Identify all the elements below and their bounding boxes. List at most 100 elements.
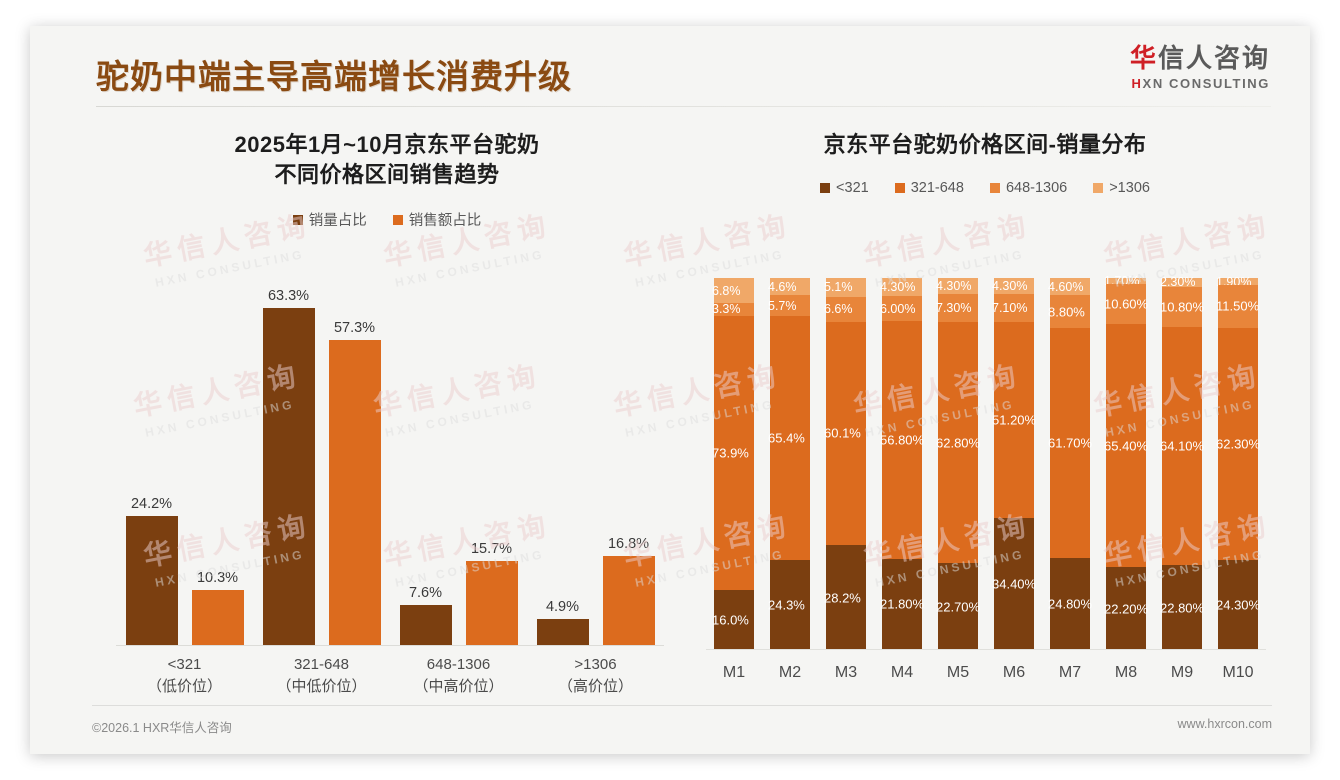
- stacked-segment[interactable]: 6.6%: [824, 296, 866, 322]
- stacked-segment[interactable]: 4.6%: [768, 278, 810, 296]
- stacked-bar-column[interactable]: 1.90% 11.50% 62.30% 24.30%: [1210, 275, 1266, 650]
- bar[interactable]: [262, 308, 315, 645]
- stacked-segment[interactable]: 28.2%: [824, 545, 866, 650]
- stacked-bar-column[interactable]: 4.30% 7.10% 51.20% 34.40%: [986, 278, 1042, 650]
- stacked-bar[interactable]: 4.6% 5.7% 65.4% 24.3%: [768, 278, 810, 650]
- stacked-segment[interactable]: 10.80%: [1160, 286, 1204, 327]
- bar[interactable]: [602, 555, 655, 645]
- stacked-segment[interactable]: 4.30%: [992, 278, 1034, 295]
- stacked-segment[interactable]: 7.30%: [936, 294, 978, 323]
- stacked-bar[interactable]: 6.8% 3.3% 73.9% 16.0%: [712, 278, 754, 650]
- stacked-segment[interactable]: 1.90%: [1216, 275, 1258, 289]
- segment-value-label: 24.80%: [1048, 596, 1093, 612]
- stacked-segment[interactable]: 22.70%: [936, 563, 981, 650]
- segment-value-label: 22.70%: [936, 599, 981, 615]
- stacked-segment[interactable]: 21.80%: [880, 558, 924, 650]
- stacked-segment[interactable]: 22.80%: [1160, 565, 1205, 650]
- left-chart-legend-item[interactable]: 销售额占比: [392, 209, 481, 230]
- stacked-segment[interactable]: 11.50%: [1216, 285, 1259, 328]
- bar-group: 63.3% 57.3%: [253, 284, 390, 645]
- stacked-segment[interactable]: 24.3%: [768, 559, 810, 650]
- stacked-bar[interactable]: 5.1% 6.6% 60.1% 28.2%: [824, 278, 866, 650]
- stacked-segment[interactable]: 6.00%: [880, 296, 922, 322]
- stacked-bar-column[interactable]: 1.70% 10.60% 65.40% 22.20%: [1098, 274, 1154, 650]
- stacked-bar-column[interactable]: 4.6% 5.7% 65.4% 24.3%: [762, 278, 818, 650]
- stacked-segment[interactable]: 5.1%: [824, 278, 866, 297]
- bar-column[interactable]: 15.7%: [465, 284, 518, 645]
- stacked-segment[interactable]: 2.30%: [1160, 275, 1202, 289]
- bar[interactable]: [125, 516, 178, 645]
- stacked-bar[interactable]: 1.90% 11.50% 62.30% 24.30%: [1216, 275, 1261, 650]
- right-chart-legend-item[interactable]: <321: [820, 180, 869, 196]
- stacked-segment[interactable]: 65.4%: [768, 316, 810, 560]
- stacked-segment[interactable]: 4.60%: [1048, 278, 1090, 296]
- stacked-segment[interactable]: 60.1%: [824, 321, 866, 546]
- stacked-segment[interactable]: 6.8%: [712, 278, 754, 304]
- stacked-bar[interactable]: 1.70% 10.60% 65.40% 22.20%: [1104, 274, 1149, 650]
- stacked-segment[interactable]: 16.0%: [712, 590, 754, 650]
- stacked-segment[interactable]: 62.30%: [1216, 327, 1260, 560]
- segment-value-label: 65.40%: [1104, 438, 1149, 454]
- stacked-segment[interactable]: 24.30%: [1216, 559, 1261, 650]
- stacked-segment[interactable]: 73.9%: [712, 315, 754, 591]
- logo-cn-rest: 信人咨询: [1157, 43, 1270, 73]
- segment-value-label: 73.9%: [712, 445, 749, 461]
- stacked-segment[interactable]: 34.40%: [992, 518, 1036, 650]
- stacked-bar[interactable]: 4.30% 6.00% 56.80% 21.80%: [880, 278, 924, 650]
- x-axis-label-tier: （中低价位）: [276, 677, 367, 695]
- legend-label: >1306: [1109, 179, 1150, 196]
- footer-divider: [92, 705, 1272, 706]
- bar-column[interactable]: 16.8%: [602, 284, 655, 645]
- stacked-bar-column[interactable]: 6.8% 3.3% 73.9% 16.0%: [706, 278, 762, 650]
- stacked-segment[interactable]: 61.70%: [1048, 327, 1092, 558]
- segment-value-label: 22.80%: [1160, 600, 1205, 616]
- bar-column[interactable]: 63.3%: [262, 284, 315, 645]
- bar-column[interactable]: 10.3%: [191, 284, 244, 645]
- bar[interactable]: [328, 339, 381, 645]
- stacked-segment[interactable]: 3.3%: [712, 302, 754, 316]
- stacked-bar-column[interactable]: 5.1% 6.6% 60.1% 28.2%: [818, 278, 874, 650]
- stacked-bar[interactable]: 4.30% 7.10% 51.20% 34.40%: [992, 278, 1036, 650]
- stacked-segment[interactable]: 5.7%: [768, 295, 810, 317]
- segment-value-label: 6.8%: [712, 283, 741, 298]
- bar[interactable]: [191, 590, 244, 645]
- stacked-bar[interactable]: 2.30% 10.80% 64.10% 22.80%: [1160, 275, 1205, 650]
- stacked-segment[interactable]: 56.80%: [880, 321, 924, 559]
- stacked-bar[interactable]: 4.30% 7.30% 62.80% 22.70%: [936, 278, 981, 650]
- stacked-segment[interactable]: 62.80%: [936, 322, 980, 564]
- left-chart-legend-item[interactable]: 销量占比: [292, 209, 367, 230]
- stacked-segment[interactable]: 24.80%: [1048, 557, 1093, 650]
- bar-column[interactable]: 57.3%: [328, 284, 381, 645]
- stacked-segment[interactable]: 4.30%: [936, 278, 978, 295]
- bar-value-label: 15.7%: [470, 541, 513, 558]
- stacked-segment[interactable]: 22.20%: [1104, 567, 1148, 650]
- bar-column[interactable]: 4.9%: [536, 284, 589, 645]
- bar[interactable]: [536, 618, 589, 645]
- bar-column[interactable]: 7.6%: [399, 284, 452, 645]
- website-link[interactable]: www.hxrcon.com: [1177, 717, 1272, 731]
- right-chart-legend-item[interactable]: 648-1306: [989, 180, 1067, 196]
- stacked-bar[interactable]: 4.60% 8.80% 61.70% 24.80%: [1048, 278, 1093, 650]
- stacked-bar-column[interactable]: 4.30% 7.30% 62.80% 22.70%: [930, 278, 986, 650]
- bar-column[interactable]: 24.2%: [125, 284, 178, 645]
- stacked-segment[interactable]: 10.60%: [1104, 284, 1149, 324]
- stacked-bar-column[interactable]: 4.30% 6.00% 56.80% 21.80%: [874, 278, 930, 650]
- right-chart-axis: [706, 649, 1266, 650]
- stacked-segment[interactable]: 64.10%: [1160, 326, 1204, 566]
- stacked-bar-column[interactable]: 4.60% 8.80% 61.70% 24.80%: [1042, 278, 1098, 650]
- stacked-segment[interactable]: 65.40%: [1104, 323, 1149, 568]
- stacked-segment[interactable]: 4.30%: [880, 278, 922, 296]
- right-chart-legend-item[interactable]: >1306: [1093, 180, 1150, 196]
- logo-en-rest: XN CONSULTING: [1142, 75, 1270, 91]
- x-axis-label-range: 321-648: [293, 656, 350, 673]
- stacked-segment[interactable]: 51.20%: [992, 321, 1036, 519]
- bar[interactable]: [465, 561, 518, 645]
- segment-value-label: 10.60%: [1104, 296, 1149, 312]
- stacked-bar-column[interactable]: 2.30% 10.80% 64.10% 22.80%: [1154, 275, 1210, 650]
- bar[interactable]: [399, 604, 452, 645]
- stacked-segment[interactable]: 8.80%: [1048, 295, 1090, 328]
- segment-value-label: 24.30%: [1216, 597, 1261, 613]
- stacked-segment[interactable]: 7.10%: [992, 294, 1034, 322]
- right-chart-legend-item[interactable]: 321-648: [894, 180, 964, 196]
- segment-value-label: 65.4%: [768, 430, 805, 446]
